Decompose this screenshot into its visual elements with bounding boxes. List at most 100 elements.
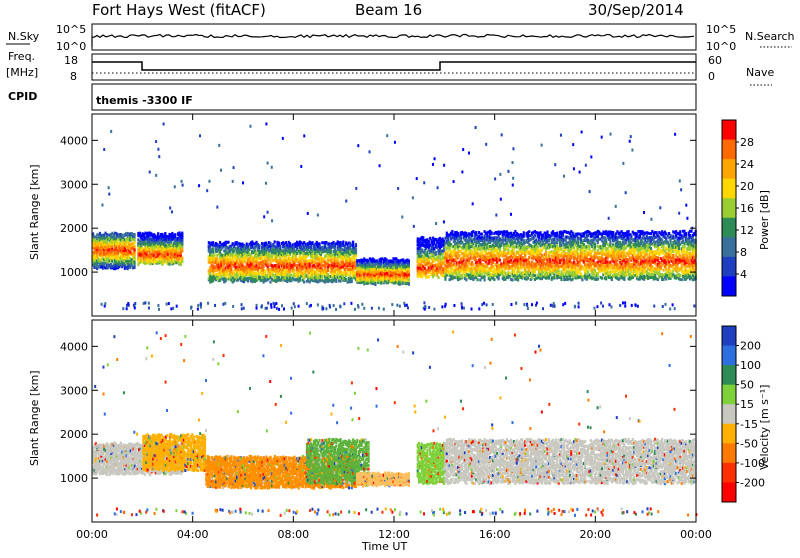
echo-cell bbox=[458, 254, 460, 257]
echo-cell bbox=[269, 260, 271, 263]
nsky-tick-bottom: 10^0 bbox=[56, 40, 86, 53]
echo-cell bbox=[483, 275, 485, 278]
echo-cell bbox=[345, 278, 347, 281]
nsearch-tick-top: 10^5 bbox=[706, 23, 736, 36]
echo-cell bbox=[222, 266, 224, 269]
beam-label: Beam 16 bbox=[355, 1, 422, 19]
echo-cell bbox=[523, 231, 525, 234]
echo-cell bbox=[534, 234, 536, 237]
echo-cell bbox=[545, 256, 547, 259]
echo-cell bbox=[408, 278, 410, 281]
echo-cell bbox=[324, 244, 326, 247]
echo-cell bbox=[493, 278, 495, 281]
echo-cell bbox=[180, 263, 182, 266]
echo-cell bbox=[133, 238, 135, 241]
echo-cell bbox=[157, 232, 159, 235]
cpid-label: CPID bbox=[8, 90, 37, 103]
echo-cell bbox=[133, 248, 135, 251]
echo-cell bbox=[164, 232, 166, 235]
echo-cell bbox=[545, 250, 547, 253]
echo-cell bbox=[181, 248, 183, 251]
echo-cell bbox=[181, 242, 183, 245]
echo-cell bbox=[133, 261, 135, 264]
date-label: 30/Sep/2014 bbox=[588, 1, 684, 19]
echo-cell bbox=[481, 251, 483, 254]
echo-cell bbox=[528, 269, 530, 272]
nsearch-label: N.Search bbox=[745, 30, 795, 43]
echo-cell bbox=[351, 280, 353, 283]
echo-cell bbox=[246, 242, 248, 245]
echo-cell bbox=[274, 240, 276, 243]
echo-cell bbox=[509, 275, 511, 278]
echo-cell bbox=[472, 263, 474, 266]
echo-cell bbox=[546, 230, 548, 233]
echo-cell bbox=[181, 260, 183, 263]
echo-cell bbox=[541, 249, 543, 252]
echo-cell bbox=[290, 274, 292, 277]
echo-cell bbox=[355, 247, 357, 250]
echo-cell bbox=[481, 273, 483, 276]
echo-cell bbox=[279, 245, 281, 248]
echo-cell bbox=[451, 230, 453, 233]
echo-cell bbox=[227, 241, 229, 244]
echo-cell bbox=[496, 249, 498, 252]
echo-cell bbox=[428, 259, 430, 262]
echo-cell bbox=[437, 276, 439, 279]
echo-cell bbox=[528, 256, 530, 259]
echo-cell bbox=[355, 243, 357, 246]
echo-cell bbox=[233, 250, 235, 253]
echo-cell bbox=[499, 259, 501, 262]
echo-cell bbox=[278, 241, 280, 244]
echo-cell bbox=[507, 249, 509, 252]
echo-cell bbox=[470, 255, 472, 258]
echo-cell bbox=[293, 268, 295, 271]
echo-cell bbox=[481, 233, 483, 236]
echo-cell bbox=[311, 241, 313, 244]
freq-panel-frame bbox=[92, 54, 696, 80]
echo-cell bbox=[133, 245, 135, 248]
echo-cell bbox=[408, 270, 410, 273]
echo-cell bbox=[471, 234, 473, 237]
echo-cell bbox=[475, 231, 477, 234]
echo-cell bbox=[181, 239, 183, 242]
freq-tick-top: 18 bbox=[64, 54, 78, 67]
echo-cell bbox=[428, 275, 430, 278]
nsearch-tick-bottom: 10^0 bbox=[706, 40, 736, 53]
echo-cell bbox=[428, 240, 430, 243]
echo-cell bbox=[442, 253, 444, 256]
echo-cell bbox=[334, 247, 336, 250]
echo-cell bbox=[527, 277, 529, 280]
echo-cell bbox=[352, 241, 354, 244]
echo-cell bbox=[133, 252, 135, 255]
echo-cell bbox=[133, 241, 135, 244]
echo-cell bbox=[133, 233, 135, 236]
echo-cell bbox=[509, 272, 511, 275]
echo-cell bbox=[213, 253, 215, 256]
echo-cell bbox=[534, 274, 536, 277]
echo-cell bbox=[352, 244, 354, 247]
echo-cell bbox=[212, 241, 214, 244]
echo-cell bbox=[539, 231, 541, 234]
cpid-value: themis -3300 IF bbox=[96, 94, 193, 107]
echo-cell bbox=[255, 264, 257, 267]
freq-label: Freq. bbox=[8, 50, 35, 63]
echo-cell bbox=[435, 251, 437, 254]
nsky-trace bbox=[92, 35, 694, 48]
power-echo-layer bbox=[92, 122, 697, 310]
echo-cell bbox=[437, 259, 439, 262]
echo-cell bbox=[346, 273, 348, 276]
echo-cell bbox=[174, 233, 176, 236]
echo-cell bbox=[330, 249, 332, 252]
echo-cell bbox=[209, 272, 211, 275]
echo-cell bbox=[258, 244, 260, 247]
echo-cell bbox=[285, 257, 287, 260]
echo-cell bbox=[545, 253, 547, 256]
echo-cell bbox=[472, 242, 474, 245]
echo-cell bbox=[528, 230, 530, 233]
echo-cell bbox=[447, 238, 449, 241]
echo-cell bbox=[504, 272, 506, 275]
echo-cell bbox=[408, 259, 410, 262]
echo-cell bbox=[262, 265, 264, 268]
freq-unit: [MHz] bbox=[6, 66, 38, 79]
